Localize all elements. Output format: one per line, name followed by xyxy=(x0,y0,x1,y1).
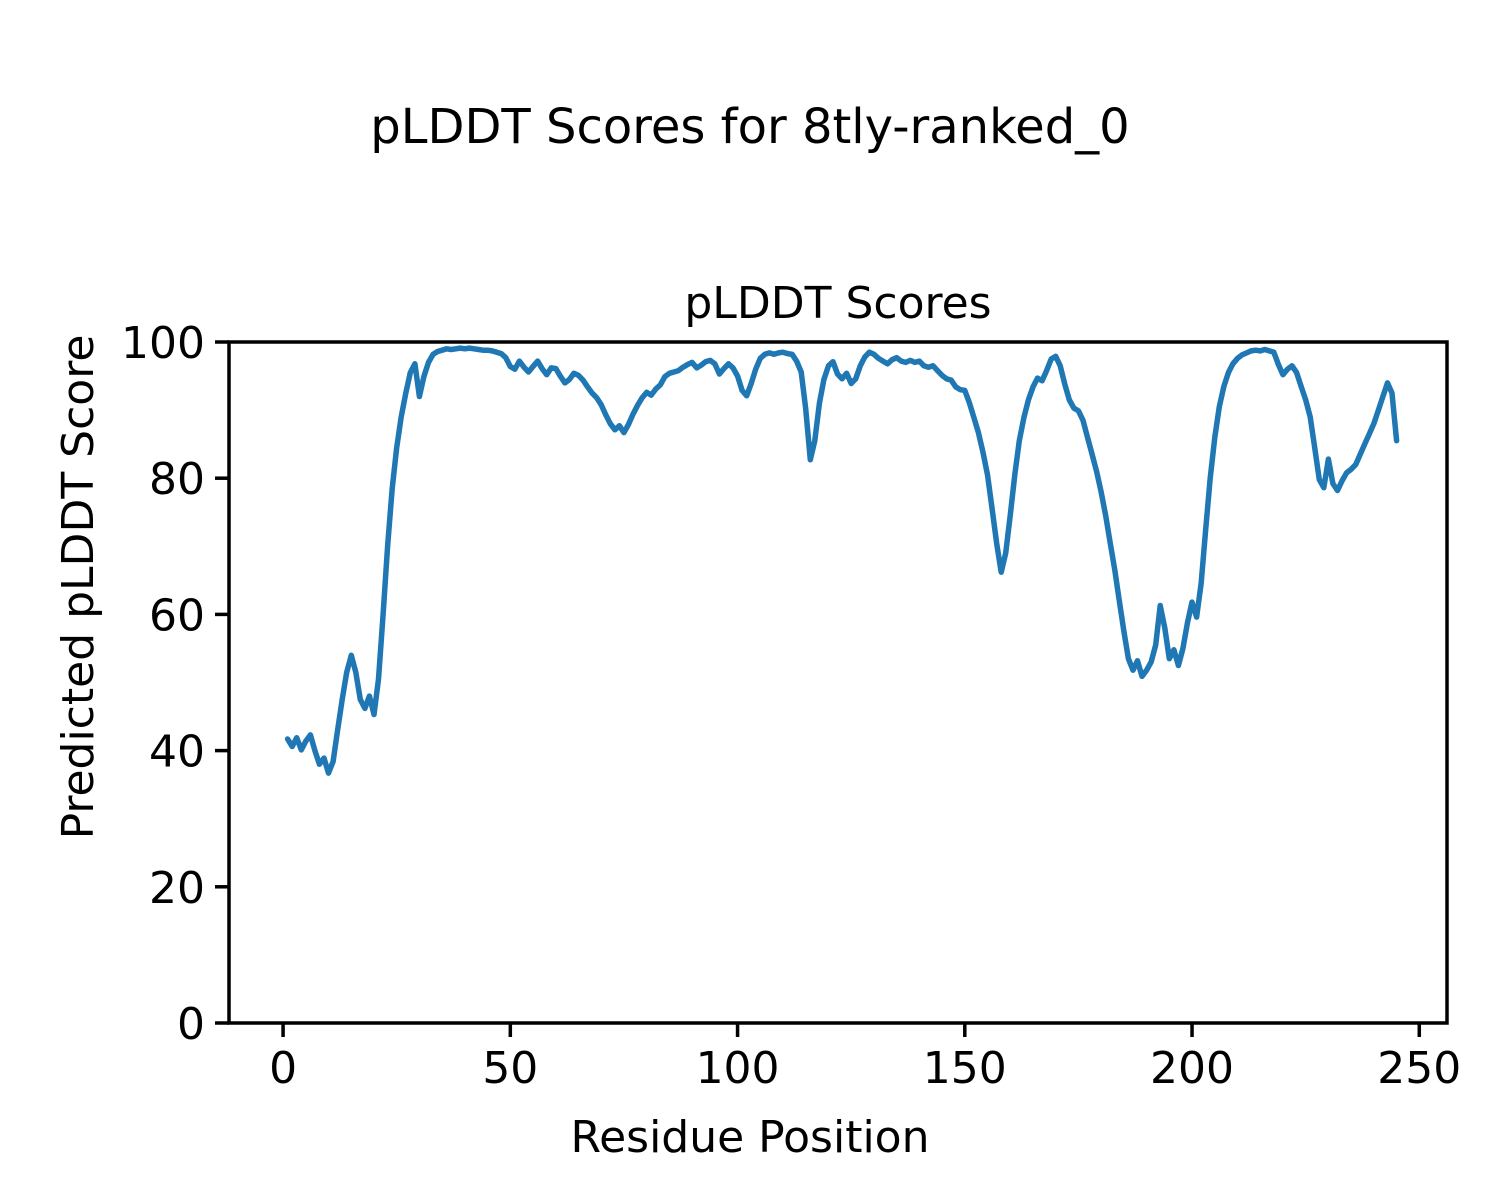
x-tick-label: 250 xyxy=(1377,1043,1461,1094)
y-tick-label: 100 xyxy=(121,318,205,369)
y-tick-label: 80 xyxy=(149,454,205,505)
x-tick-label: 150 xyxy=(923,1043,1007,1094)
figure-suptitle: pLDDT Scores for 8tly-ranked_0 xyxy=(370,99,1129,155)
y-tick-label: 20 xyxy=(149,863,205,914)
axes-title: pLDDT Scores xyxy=(684,278,991,329)
plddt-line xyxy=(284,345,1400,776)
x-tick-label: 200 xyxy=(1150,1043,1234,1094)
y-ticks: 0 20 40 60 80 100 xyxy=(121,318,229,1050)
axes-frame xyxy=(227,340,1449,1025)
x-tick-label: 100 xyxy=(696,1043,780,1094)
y-tick-label: 40 xyxy=(149,727,205,778)
x-tick-label: 50 xyxy=(482,1043,538,1094)
y-tick-label: 0 xyxy=(177,999,205,1050)
x-axis-label: Residue Position xyxy=(570,1112,929,1163)
x-ticks: 0 50 100 150 200 250 xyxy=(269,1023,1461,1094)
y-tick-label: 60 xyxy=(149,590,205,641)
x-tick-label: 0 xyxy=(269,1043,297,1094)
y-axis-label: Predicted pLDDT Score xyxy=(53,335,104,840)
